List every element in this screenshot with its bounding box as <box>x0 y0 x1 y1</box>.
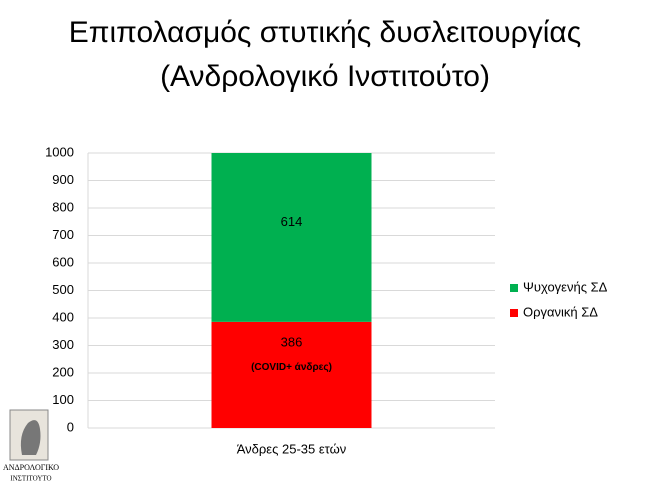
y-tick-label: 0 <box>67 419 74 434</box>
y-tick-label: 300 <box>52 337 74 352</box>
y-tick-label: 700 <box>52 227 74 242</box>
logo: ΑΝΔΡΟΛΟΓΙΚΟ ΙΝΣΤΙΤΟΥΤΟ <box>3 409 59 483</box>
logo-text: ΙΝΣΤΙΤΟΥΤΟ <box>10 475 51 483</box>
data-label: 386 <box>281 335 303 350</box>
chart-title: Επιπολασμός στυτικής δυσλειτουργίας <box>69 16 581 49</box>
y-tick-label: 600 <box>52 254 74 269</box>
y-tick-label: 500 <box>52 282 74 297</box>
data-label: 614 <box>281 214 303 229</box>
y-tick-label: 1000 <box>45 144 74 159</box>
legend-label: Ψυχογενής ΣΔ <box>523 279 608 294</box>
annotation: (COVID+ άνδρες) <box>251 362 332 373</box>
y-tick-label: 800 <box>52 199 74 214</box>
logo-figure <box>20 420 41 455</box>
legend-label: Οργανική ΣΔ <box>523 304 598 319</box>
y-tick-label: 100 <box>52 392 74 407</box>
y-tick-label: 900 <box>52 172 74 187</box>
logo-text: ΑΝΔΡΟΛΟΓΙΚΟ <box>3 463 59 472</box>
bar-segment <box>211 153 372 322</box>
chart-title: (Ανδρολογικό Ινστιτούτο) <box>160 60 490 93</box>
legend-swatch <box>510 284 518 292</box>
bar-segment <box>211 321 372 428</box>
y-tick-label: 200 <box>52 364 74 379</box>
legend-swatch <box>510 309 518 317</box>
x-tick-label: Άνδρες 25-35 ετών <box>237 441 347 456</box>
y-tick-label: 400 <box>52 309 74 324</box>
